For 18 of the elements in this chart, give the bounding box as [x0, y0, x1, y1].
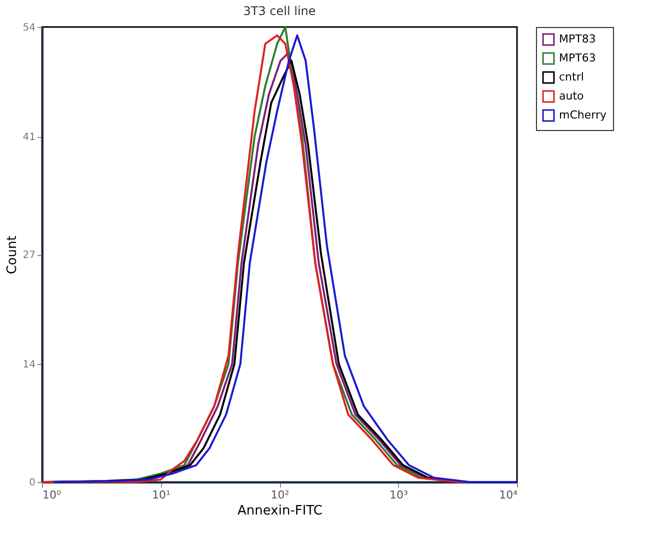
legend-label: MPT83	[559, 32, 596, 46]
y-axis-title: Count	[4, 236, 20, 274]
x-tick-label: 10⁰	[42, 488, 62, 502]
y-tick-label: 54	[22, 22, 36, 34]
x-tick-label: 10³	[390, 488, 408, 502]
x-tick-label: 10⁴	[499, 488, 518, 502]
y-tick-label: 0	[29, 478, 36, 488]
y-tick-label: 27	[22, 250, 36, 261]
x-tick-label: 10²	[270, 488, 290, 502]
y-tick-label: 41	[22, 132, 36, 144]
legend-label: cntrl	[559, 70, 584, 84]
x-tick-label: 10¹	[152, 488, 170, 502]
legend-label: mCherry	[559, 108, 607, 122]
legend-label: auto	[559, 90, 584, 102]
chart-title: 3T3 cell line	[243, 4, 316, 18]
x-axis-title: Annexin-FITC	[238, 504, 322, 518]
legend-label: MPT63	[559, 52, 596, 64]
y-tick-label: 14	[22, 360, 36, 371]
